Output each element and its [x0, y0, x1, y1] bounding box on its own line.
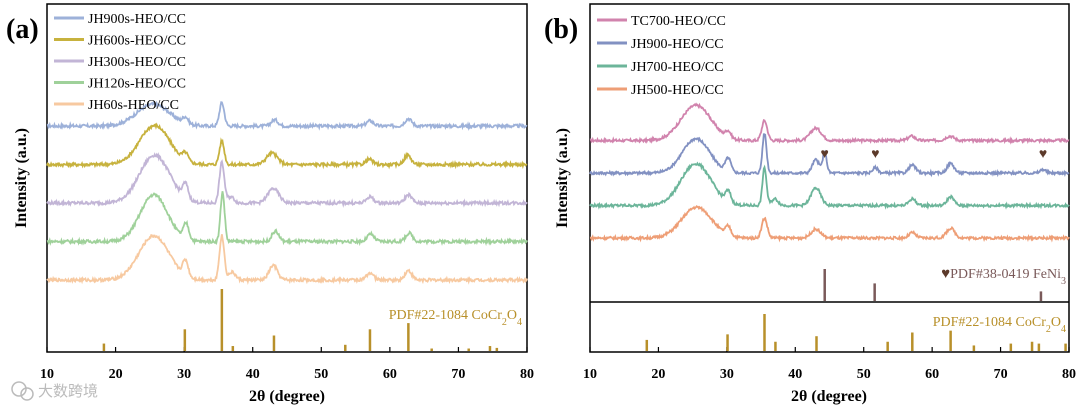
legend-label: JH500-HEO/CC [631, 83, 724, 98]
legend-label: TC700-HEO/CC [631, 14, 726, 29]
x-tick-label: 80 [1062, 367, 1076, 382]
x-tick-label: 10 [40, 367, 54, 382]
legend-label: JH900s-HEO/CC [88, 12, 186, 27]
watermark-logo-ring-icon [20, 387, 34, 401]
panel-a-x-ticks: 10 20 30 40 50 60 70 80 [40, 347, 534, 382]
panel-b-x-axis-label: 2θ (degree) [791, 388, 867, 405]
x-tick-label: 70 [451, 367, 465, 382]
x-tick-label: 40 [788, 367, 802, 382]
panel-a-x-axis-label: 2θ (degree) [249, 388, 325, 405]
panel-a-frame [46, 3, 528, 353]
panel-b-cocr2o4-reference-lines [645, 314, 1067, 351]
series-line-JH900s-HEO/CC [46, 100, 528, 131]
legend-label: JH900-HEO/CC [631, 37, 724, 52]
heart-marker-icon: ♥ [821, 147, 829, 162]
panel-b-legend: TC700-HEO/CC JH900-HEO/CC JH700-HEO/CC JH50… [597, 14, 726, 98]
panel-a-legend: JH900s-HEO/CC JH600s-HEO/CC JH300s-HEO/CC J… [54, 12, 186, 113]
legend-label: JH600s-HEO/CC [88, 34, 186, 49]
panel-b-frame [589, 3, 1070, 353]
panel-b-feni3-reference-lines [823, 269, 1043, 301]
series-line-TC700-HEO/CC [589, 102, 1070, 145]
panel-a-series [46, 100, 528, 286]
series-line-JH60s-HEO/CC [46, 234, 528, 286]
series-line-JH500-HEO/CC [589, 205, 1070, 243]
series-line-JH300s-HEO/CC [46, 152, 528, 208]
panel-b-series [589, 102, 1070, 243]
panel-a-reference-lines [102, 289, 499, 351]
panel-b-label: (b) [544, 14, 578, 45]
x-tick-label: 20 [109, 367, 123, 382]
watermark-logo-icon [11, 381, 27, 397]
watermark-text: 大数跨境 [38, 382, 98, 400]
panel-b-cocr2o4-reference-label: PDF#22-1084 CoCr2O4 [933, 315, 1066, 335]
panel-a-y-axis-label: Intensity (a.u.) [13, 128, 30, 228]
x-tick-label: 30 [720, 367, 734, 382]
x-tick-label: 70 [994, 367, 1008, 382]
series-line-JH600s-HEO/CC [46, 122, 528, 170]
series-line-JH900-HEO/CC [589, 133, 1070, 178]
x-tick-label: 20 [651, 367, 665, 382]
legend-label: JH700-HEO/CC [631, 60, 724, 75]
panel-a-label: (a) [6, 14, 39, 45]
panel-b-x-ticks: 10 20 30 40 50 60 70 80 [583, 347, 1076, 382]
x-tick-label: 40 [246, 367, 260, 382]
x-tick-label: 50 [314, 367, 328, 382]
watermark: 大数跨境 [11, 381, 98, 401]
legend-label: JH60s-HEO/CC [88, 98, 179, 113]
x-tick-label: 80 [520, 367, 534, 382]
x-tick-label: 10 [583, 367, 597, 382]
series-line-JH120s-HEO/CC [46, 191, 528, 247]
x-tick-label: 60 [925, 367, 939, 382]
series-line-JH700-HEO/CC [589, 161, 1070, 210]
legend-label: JH120s-HEO/CC [88, 77, 186, 92]
panel-b-phase-markers: ♥ ♥ ♥ [821, 147, 1048, 162]
panel-a-reference-label: PDF#22-1084 CoCr2O4 [389, 308, 522, 328]
panel-b: (b) 10 20 30 40 50 60 70 80 TC700-HEO/CC JH900-H… [544, 3, 1076, 405]
panel-a: (a) 10 20 30 40 50 60 70 80 JH900s-HEO/CC JH600s… [6, 3, 534, 405]
x-tick-label: 60 [383, 367, 397, 382]
x-tick-label: 50 [857, 367, 871, 382]
legend-label: JH300s-HEO/CC [88, 55, 186, 70]
panel-b-feni3-reference-label: ♥PDF#38-0419 FeNi3 [941, 266, 1066, 287]
x-tick-label: 30 [177, 367, 191, 382]
panel-b-y-axis-label: Intensity (a.u.) [554, 128, 571, 228]
heart-marker-icon: ♥ [1039, 147, 1047, 162]
heart-marker-icon: ♥ [871, 147, 879, 162]
